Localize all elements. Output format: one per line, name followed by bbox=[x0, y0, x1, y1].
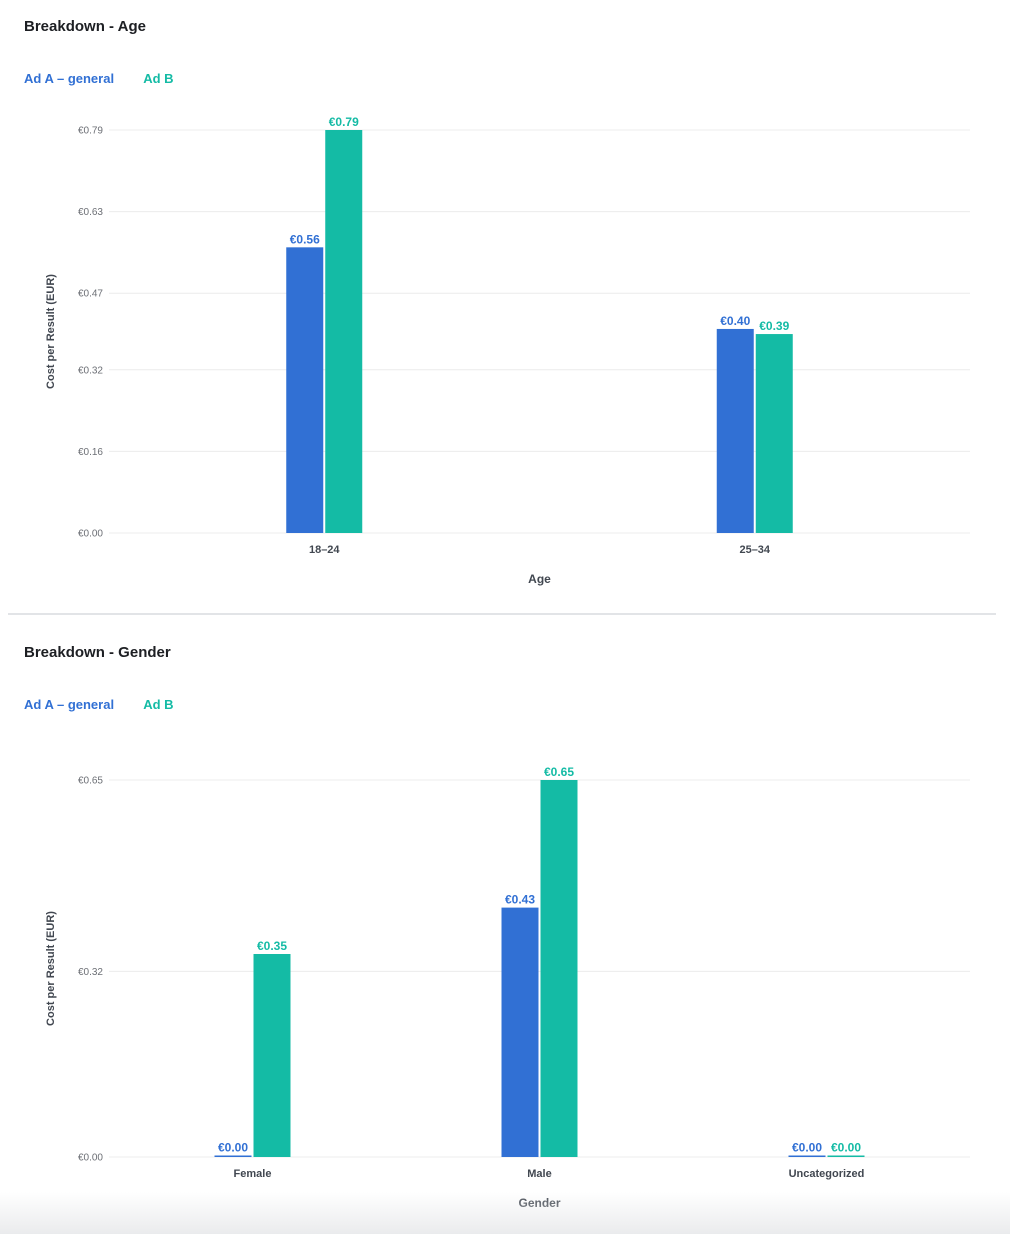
y-tick-label: €0.00 bbox=[78, 1153, 103, 1164]
data-label: €0.00 bbox=[218, 1141, 248, 1155]
legend-item-ad-b[interactable]: Ad B bbox=[143, 697, 174, 712]
x-axis-title: Age bbox=[528, 572, 551, 586]
gender-bar-chart: €0.00 €0.32 €0.65 Cost per Result (EUR) €0.0… bbox=[45, 765, 970, 1210]
bar-ad-a bbox=[788, 1155, 826, 1157]
bar-ad-a bbox=[286, 247, 324, 534]
section-divider bbox=[8, 613, 996, 615]
legend-item-ad-b[interactable]: Ad B bbox=[143, 71, 174, 86]
legend-item-ad-a[interactable]: Ad A – general bbox=[24, 71, 115, 86]
data-label: €0.39 bbox=[759, 319, 789, 333]
x-axis-title: Gender bbox=[518, 1196, 560, 1210]
bar-ad-b bbox=[325, 130, 363, 533]
data-label: €0.00 bbox=[831, 1141, 861, 1155]
y-tick-label: €0.79 bbox=[78, 126, 103, 137]
bar-ad-b bbox=[253, 954, 291, 1157]
data-label: €0.65 bbox=[544, 765, 574, 779]
data-label: €0.35 bbox=[257, 939, 287, 953]
y-tick-label: €0.00 bbox=[78, 529, 103, 540]
bar-ad-b bbox=[827, 1155, 865, 1157]
x-tick-label: Uncategorized bbox=[789, 1168, 865, 1180]
data-label: €0.00 bbox=[792, 1141, 822, 1155]
y-tick-label: €0.32 bbox=[78, 365, 103, 376]
gender-breakdown-section: Breakdown - Gender Ad A – general Ad B €… bbox=[0, 626, 1010, 1234]
data-label: €0.40 bbox=[720, 314, 750, 328]
y-axis-title: Cost per Result (EUR) bbox=[45, 274, 57, 389]
bar-ad-a bbox=[501, 907, 539, 1157]
age-breakdown-section: Breakdown - Age Ad A – general Ad B €0.0… bbox=[0, 0, 1010, 614]
y-tick-label: €0.47 bbox=[78, 289, 103, 300]
legend-gender: Ad A – general Ad B bbox=[24, 697, 200, 712]
y-tick-label: €0.63 bbox=[78, 207, 103, 218]
x-tick-label: Male bbox=[527, 1168, 551, 1180]
data-label: €0.79 bbox=[329, 115, 359, 129]
legend-item-ad-a[interactable]: Ad A – general bbox=[24, 697, 115, 712]
bar-ad-b bbox=[755, 334, 793, 533]
bar-ad-a bbox=[214, 1155, 252, 1157]
x-tick-label: 18–24 bbox=[309, 544, 340, 556]
y-tick-label: €0.16 bbox=[78, 447, 103, 458]
y-tick-label: €0.65 bbox=[78, 776, 103, 787]
y-tick-label: €0.32 bbox=[78, 967, 103, 978]
data-label: €0.43 bbox=[505, 893, 535, 907]
x-tick-label: Female bbox=[234, 1168, 272, 1180]
y-axis-title: Cost per Result (EUR) bbox=[45, 911, 57, 1026]
data-label: €0.56 bbox=[290, 232, 320, 246]
bar-ad-b bbox=[540, 780, 578, 1157]
section-title-gender: Breakdown - Gender bbox=[24, 644, 171, 661]
legend-age: Ad A – general Ad B bbox=[24, 71, 200, 86]
x-tick-label: 25–34 bbox=[739, 544, 770, 556]
section-title-age: Breakdown - Age bbox=[24, 18, 146, 35]
age-bar-chart: €0.00 €0.16 €0.32 €0.47 €0.63 €0.79 Cost per R… bbox=[45, 115, 970, 586]
bar-ad-a bbox=[716, 328, 754, 533]
